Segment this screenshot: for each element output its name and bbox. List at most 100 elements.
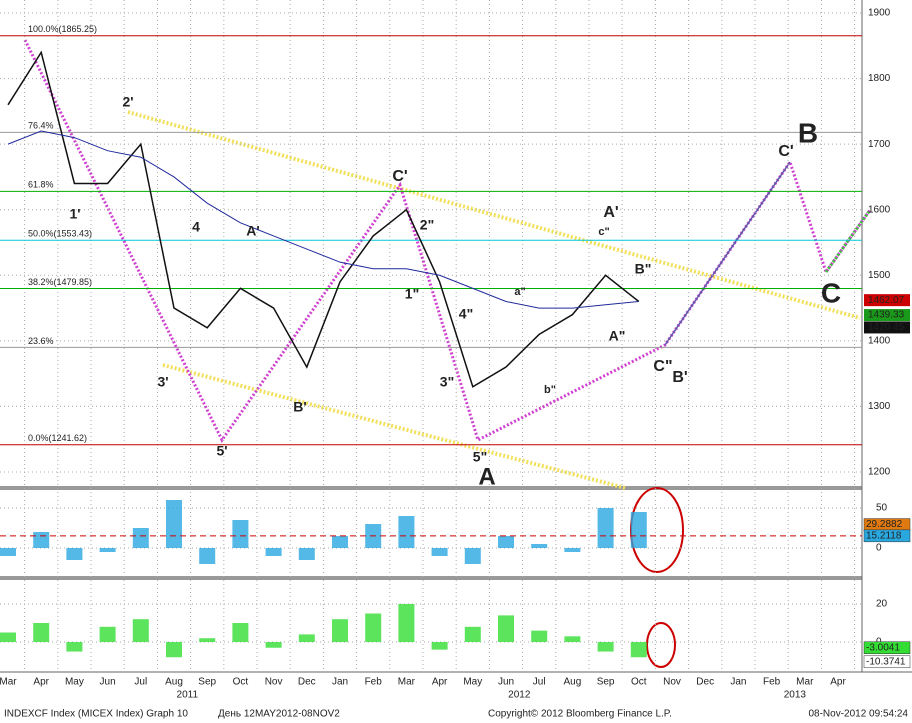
x-tick-label: Dec <box>696 677 714 688</box>
x-tick-label: Feb <box>763 677 781 688</box>
indicator-bar <box>298 548 315 560</box>
wave-label: C' <box>778 143 793 160</box>
indicator-bar <box>265 642 282 648</box>
wave-label: 4 <box>192 219 200 235</box>
indicator-bar <box>166 642 182 658</box>
indicator-bar <box>0 548 16 556</box>
x-tick-label: Apr <box>432 677 448 688</box>
x-tick-label: Nov <box>265 677 283 688</box>
fib-label: 23.6% <box>28 336 54 346</box>
footer-source: INDEXCF Index (MICEX Index) Graph 10 <box>4 709 188 720</box>
fib-label: 76.4% <box>28 121 54 131</box>
indicator-bar <box>597 642 614 652</box>
indicator-bar <box>298 634 315 643</box>
indicator-bar <box>66 642 83 652</box>
indicator-bar <box>132 619 149 643</box>
indicator-tag-label: -10.3741 <box>866 656 906 667</box>
indicator-bar <box>33 532 50 548</box>
x-tick-label: Sep <box>198 677 216 688</box>
wave-label: C' <box>392 168 407 185</box>
y-tick-label: 1400 <box>868 335 891 346</box>
wave-label: C" <box>653 358 672 375</box>
y-tick-label: 1300 <box>868 401 891 412</box>
indicator-bar <box>332 619 348 643</box>
indicator-tag <box>863 655 911 669</box>
indicator-bar <box>498 615 514 643</box>
wave-label: 3' <box>157 374 168 390</box>
x-tick-label: Oct <box>233 677 249 688</box>
x-tick-label: Jul <box>134 677 147 688</box>
footer-timestamp: 08-Nov-2012 09:54:24 <box>808 709 908 720</box>
fib-label: 100.0%(1865.25) <box>28 24 97 34</box>
price-tag <box>864 294 910 307</box>
indicator-bar <box>332 536 348 548</box>
wave-line <box>824 209 872 273</box>
y-tick-label: 50 <box>876 503 888 514</box>
wave-label: 4" <box>459 306 473 322</box>
x-tick-label: Apr <box>33 677 49 688</box>
price-line <box>7 50 640 388</box>
indicator-bar <box>531 544 548 548</box>
x-tick-label: Sep <box>597 677 615 688</box>
y-tick-label: 1700 <box>868 139 891 150</box>
x-tick-label: Jan <box>332 677 348 688</box>
year-label: 2011 <box>177 690 199 701</box>
highlight-circle <box>646 622 676 668</box>
indicator-bar <box>232 520 249 548</box>
indicator-bar <box>398 603 415 643</box>
wave-label: 1' <box>69 206 80 222</box>
wave-label: C <box>821 277 841 308</box>
wave-line <box>23 39 872 443</box>
indicator-bar <box>99 626 116 643</box>
projection-lines <box>23 39 872 490</box>
indicator-tag <box>863 641 911 654</box>
indicator-tag-label: 29.2882 <box>866 519 903 530</box>
indicator-tag <box>863 529 911 543</box>
indicator-bar <box>564 548 581 552</box>
wave-label: A <box>478 463 495 490</box>
x-tick-label: Jan <box>730 677 746 688</box>
year-label: 2012 <box>508 690 531 701</box>
indicator-bar <box>166 500 182 548</box>
x-tick-label: May <box>463 677 482 688</box>
x-tick-label: Jun <box>100 677 116 688</box>
price-tag-label: 1420.45 <box>868 322 905 333</box>
wave-label: B' <box>672 369 687 386</box>
indicator-tag-label: 15.2118 <box>866 530 902 541</box>
indicator-bar <box>431 642 448 650</box>
indicator-bar <box>99 548 116 552</box>
wave-label: B" <box>635 261 652 277</box>
indicator-bar <box>66 548 83 560</box>
indicator-bar <box>498 536 514 548</box>
y-tick-label: 1900 <box>868 8 891 19</box>
indicator-bar <box>630 642 647 658</box>
indicator-bar <box>398 516 415 548</box>
wave-label: B <box>798 117 818 148</box>
x-tick-label: Mar <box>0 677 17 688</box>
wave-label: 2" <box>420 217 434 233</box>
wave-label: 3" <box>440 374 454 390</box>
x-tick-label: Oct <box>631 677 647 688</box>
wave-label: b" <box>544 384 556 396</box>
x-tick-label: Mar <box>398 677 416 688</box>
projection-line <box>664 161 791 346</box>
x-tick-label: Apr <box>830 677 846 688</box>
x-tick-label: Nov <box>663 677 681 688</box>
x-tick-label: Mar <box>796 677 814 688</box>
indicator-bar <box>365 613 382 643</box>
indicator-bar <box>431 548 448 556</box>
indicator-bar <box>132 528 149 548</box>
indicator-bar <box>464 548 481 564</box>
wave-label: A' <box>246 223 259 239</box>
indicator-bar <box>464 626 481 643</box>
indicator-bar <box>531 630 548 643</box>
indicator-bar <box>0 632 16 643</box>
indicator-bar <box>564 636 581 643</box>
fib-label: 38.2%(1479.85) <box>28 277 92 287</box>
year-label: 2013 <box>784 690 807 701</box>
fib-label: 0.0%(1241.62) <box>28 433 87 443</box>
y-tick-label: 1600 <box>868 204 891 215</box>
channel-line <box>127 110 861 320</box>
footer-copyright: Copyright© 2012 Bloomberg Finance L.P. <box>488 709 672 720</box>
wave-label: 1" <box>405 286 419 302</box>
